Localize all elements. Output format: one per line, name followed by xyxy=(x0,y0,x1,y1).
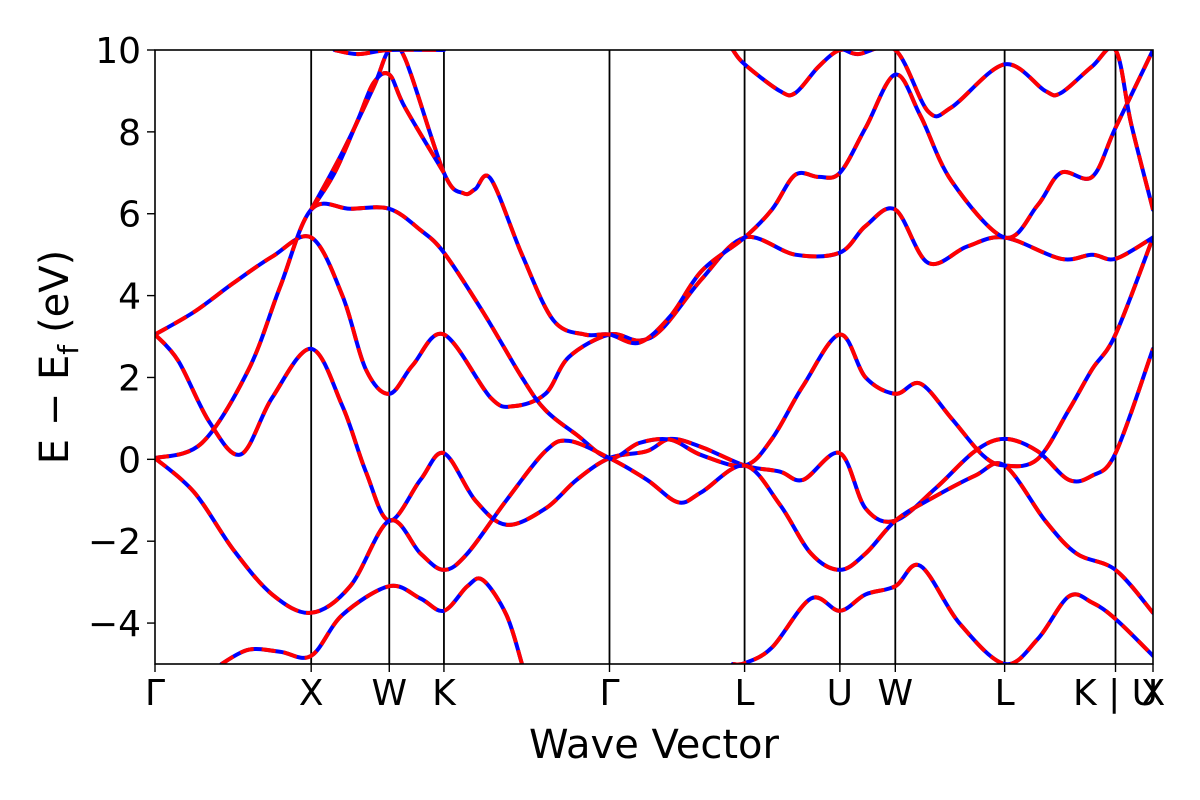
band-7-line-b xyxy=(309,50,1153,346)
y-tick-label: −2 xyxy=(88,522,141,563)
x-tick-label: K xyxy=(432,673,457,714)
x-tick-label: W xyxy=(371,673,407,714)
band-8-line-a xyxy=(309,71,446,212)
x-tick-label: K | U xyxy=(1073,673,1158,714)
band-2-line-b xyxy=(155,333,1153,527)
x-axis-title: Wave Vector xyxy=(529,722,780,768)
x-tick-label: L xyxy=(995,673,1015,714)
band-10-line-b xyxy=(731,50,1153,211)
y-axis-title-main: E − E xyxy=(32,355,78,465)
band-8-line-b xyxy=(309,71,446,211)
y-axis-ticks: −4 −2 0 2 4 6 8 10 xyxy=(88,31,155,645)
band-2-line-a xyxy=(155,332,1153,527)
x-tick-label: X xyxy=(1141,673,1166,714)
band-series xyxy=(155,50,1153,664)
y-tick-label: −4 xyxy=(88,604,141,645)
y-tick-label: 2 xyxy=(118,358,141,399)
band-4-line-a xyxy=(155,438,1153,615)
band-10-line-a xyxy=(730,50,1153,212)
y-tick-label: 10 xyxy=(95,31,141,72)
x-tick-label: L xyxy=(735,673,755,714)
y-tick-label: 0 xyxy=(118,440,141,481)
y-axis-title-subscript: f xyxy=(52,344,85,355)
x-tick-label: Γ xyxy=(599,673,619,714)
band-3-line-b xyxy=(155,201,1153,469)
band-6-line-a xyxy=(730,562,1153,664)
band-4-line-b xyxy=(155,438,1153,615)
y-axis-title-unit: (eV) xyxy=(32,250,78,333)
band-7-line-a xyxy=(309,50,1153,346)
band-5-line-b xyxy=(220,576,524,664)
band-9-line-b xyxy=(334,50,444,57)
y-tick-label: 4 xyxy=(118,277,141,318)
kpoint-lines xyxy=(310,50,1117,664)
y-tick-label: 6 xyxy=(118,195,141,236)
x-tick-label: Γ xyxy=(145,673,165,714)
x-tick-label: U xyxy=(827,673,853,714)
x-tick-label: W xyxy=(877,673,913,714)
band-1-line-b xyxy=(155,206,1153,409)
y-axis-title: E − Ef (eV) xyxy=(32,250,85,465)
plot-frame xyxy=(154,49,1154,665)
y-tick-label: 8 xyxy=(118,113,141,154)
x-tick-label: X xyxy=(299,673,324,714)
